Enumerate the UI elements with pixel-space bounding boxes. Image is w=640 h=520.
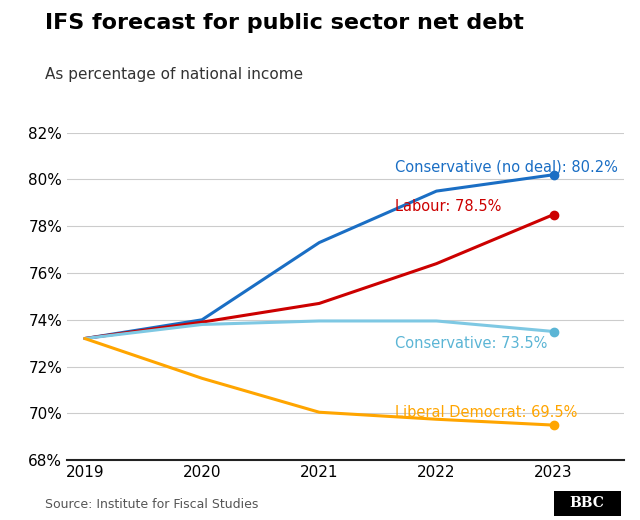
- Text: IFS forecast for public sector net debt: IFS forecast for public sector net debt: [45, 13, 524, 33]
- Text: Conservative (no deal): 80.2%: Conservative (no deal): 80.2%: [396, 159, 618, 174]
- Text: Source: Institute for Fiscal Studies: Source: Institute for Fiscal Studies: [45, 498, 258, 511]
- Text: Liberal Democrat: 69.5%: Liberal Democrat: 69.5%: [396, 405, 578, 420]
- Text: As percentage of national income: As percentage of national income: [45, 67, 303, 82]
- Text: Conservative: 73.5%: Conservative: 73.5%: [396, 336, 548, 350]
- Text: BBC: BBC: [570, 497, 605, 510]
- Text: Labour: 78.5%: Labour: 78.5%: [396, 199, 502, 214]
